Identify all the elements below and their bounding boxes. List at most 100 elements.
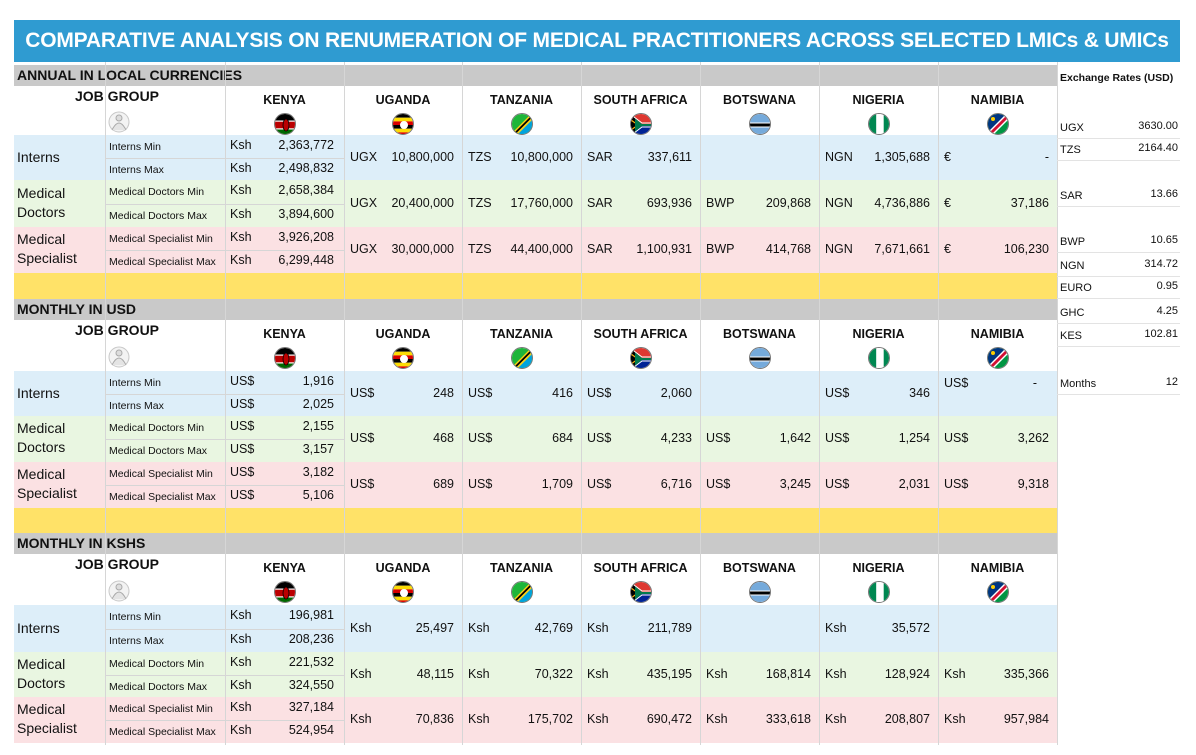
exchange-row-divider: [1057, 252, 1180, 253]
kshs-nigeria-interns-currency: Ksh: [825, 620, 847, 635]
annual-botswana-doctors-value: 209,868: [765, 195, 811, 210]
annual-kenya-value: 2,363,772: [278, 138, 334, 152]
usd-sub-divider: [105, 439, 344, 440]
botswana-flag-icon: [748, 347, 771, 369]
annual-country-botswana: BOTSWANA: [723, 93, 796, 107]
kshs-tanzania-interns-value: 42,769: [534, 620, 573, 635]
usd-job-group-label: JOB GROUP: [75, 322, 160, 338]
usd-nigeria-specialist-value: 2,031: [898, 477, 930, 491]
usd-kenya-value: 1,916: [302, 374, 334, 388]
usd-south-africa-doctors-value: 4,233: [660, 431, 692, 445]
annual-south-africa-doctors-currency: SAR: [587, 195, 613, 210]
kshs-uganda-doctors-value: 48,115: [416, 666, 454, 681]
kshs-sub-divider: [105, 720, 344, 721]
usd-kenya-currency: US$: [230, 465, 255, 479]
usd-nigeria-doctors-currency: US$: [825, 431, 850, 445]
kshs-tanzania-doctors-value: 70,322: [534, 666, 573, 681]
usd-sub-label: Medical Specialist Max: [109, 491, 216, 503]
annual-tanzania-interns-currency: TZS: [468, 150, 492, 164]
kshs-group-label: Medical Specialist: [17, 701, 77, 736]
botswana-flag-icon: [748, 113, 771, 135]
exchange-rate-bwp: 10.65: [1150, 234, 1178, 246]
exchange-row-divider: [1057, 276, 1180, 277]
annual-sub-label: Medical Doctors Min: [109, 186, 205, 198]
annual-sub-label: Medical Specialist Max: [109, 256, 216, 268]
exchange-code-tzs: TZS: [1060, 144, 1081, 156]
kshs-south-africa-interns-value: 211,789: [647, 620, 692, 635]
usd-sub-label: Interns Min: [109, 377, 161, 389]
usd-kenya-value: 3,157: [302, 442, 334, 456]
kshs-job-group-label: JOB GROUP: [75, 556, 160, 572]
annual-uganda-doctors-value: 20,400,000: [391, 195, 454, 210]
usd-doctor-icon: [104, 345, 134, 369]
exchange-rates-title: Exchange Rates (USD): [1060, 72, 1174, 84]
kshs-nigeria-specialist-currency: Ksh: [825, 712, 847, 726]
exchange-rate-tzs: 2164.40: [1138, 142, 1178, 154]
exchange-rate-sar: 13.66: [1150, 188, 1178, 200]
usd-tanzania-specialist-currency: US$: [468, 477, 493, 491]
annual-tanzania-doctors-currency: TZS: [468, 195, 492, 210]
usd-country-nigeria: NIGERIA: [852, 327, 905, 341]
usd-botswana-doctors-value: 1,642: [779, 431, 811, 445]
kshs-tanzania-interns-currency: Ksh: [468, 620, 490, 635]
kshs-country-botswana: BOTSWANA: [723, 561, 796, 575]
kshs-tanzania-doctors-currency: Ksh: [468, 666, 490, 681]
exchange-code-months: Months: [1060, 378, 1097, 390]
exchange-rate-ugx: 3630.00: [1138, 120, 1178, 132]
exchange-code-euro: EURO: [1060, 282, 1092, 294]
kshs-sub-label: Medical Doctors Min: [109, 658, 205, 670]
kshs-uganda-doctors-currency: Ksh: [350, 666, 372, 681]
annual-kenya-currency: Ksh: [230, 183, 252, 197]
kshs-doctor-icon: [104, 579, 134, 603]
annual-uganda-interns-currency: UGX: [350, 150, 378, 164]
annual-country-kenya: KENYA: [263, 93, 306, 107]
usd-namibia-interns-value: -: [1032, 376, 1037, 390]
kshs-namibia-doctors-value: 335,366: [1003, 666, 1049, 681]
usd-kenya-currency: US$: [230, 442, 255, 456]
kshs-botswana-doctors-value: 168,814: [765, 666, 811, 681]
exchange-rate-ghc: 4.25: [1156, 305, 1178, 317]
annual-namibia-specialist-value: 106,230: [1003, 242, 1049, 256]
annual-uganda-specialist-currency: UGX: [350, 242, 378, 256]
annual-kenya-currency: Ksh: [230, 161, 252, 175]
kshs-nigeria-doctors-value: 128,924: [884, 666, 930, 681]
nigeria-flag-icon: [867, 347, 890, 369]
column-divider: [344, 62, 345, 745]
usd-botswana-doctors-currency: US$: [706, 431, 731, 445]
annual-namibia-specialist-currency: €: [944, 242, 951, 256]
annual-namibia-doctors-currency: €: [944, 195, 951, 210]
annual-sub-label: Medical Doctors Max: [109, 209, 208, 222]
kshs-kenya-currency: Ksh: [230, 700, 252, 714]
exchange-row-divider: [1057, 394, 1180, 395]
annual-sub-label: Interns Min: [109, 141, 161, 153]
usd-tanzania-doctors-value: 684: [552, 431, 573, 445]
usd-botswana-specialist-currency: US$: [706, 477, 731, 491]
annual-botswana-doctors-currency: BWP: [706, 195, 735, 210]
annual-nigeria-doctors-currency: NGN: [825, 195, 853, 210]
kenya-flag-icon: [273, 347, 296, 369]
annual-country-uganda: UGANDA: [375, 93, 431, 107]
kshs-sub-label: Interns Min: [109, 611, 161, 623]
annual-sub-divider: [105, 203, 344, 205]
usd-sub-label: Interns Max: [109, 399, 164, 412]
annual-tanzania-specialist-value: 44,400,000: [510, 242, 573, 256]
column-divider: [462, 62, 463, 745]
usd-kenya-currency: US$: [230, 374, 255, 388]
exchange-code-bwp: BWP: [1060, 236, 1086, 248]
annual-nigeria-specialist-currency: NGN: [825, 242, 853, 256]
uganda-flag-icon: [392, 113, 414, 135]
annual-group-label: Interns: [17, 149, 60, 165]
annual-botswana-specialist-currency: BWP: [706, 242, 735, 256]
kenya-flag-icon: [273, 113, 296, 135]
usd-nigeria-interns-currency: US$: [825, 385, 850, 400]
annual-tanzania-interns-value: 10,800,000: [510, 150, 573, 164]
annual-uganda-interns-value: 10,800,000: [391, 150, 454, 164]
usd-uganda-specialist-currency: US$: [350, 477, 375, 491]
usd-namibia-interns-currency: US$: [944, 376, 969, 390]
annual-job-group-label: JOB GROUP: [75, 88, 160, 104]
annual-heading: ANNUAL IN LOCAL CURRENCIES: [14, 65, 1057, 86]
usd-sub-divider: [105, 393, 344, 395]
annual-south-africa-interns-value: 337,611: [647, 150, 692, 164]
nigeria-flag-icon: [867, 113, 890, 135]
south-africa-flag-icon: [629, 347, 652, 369]
